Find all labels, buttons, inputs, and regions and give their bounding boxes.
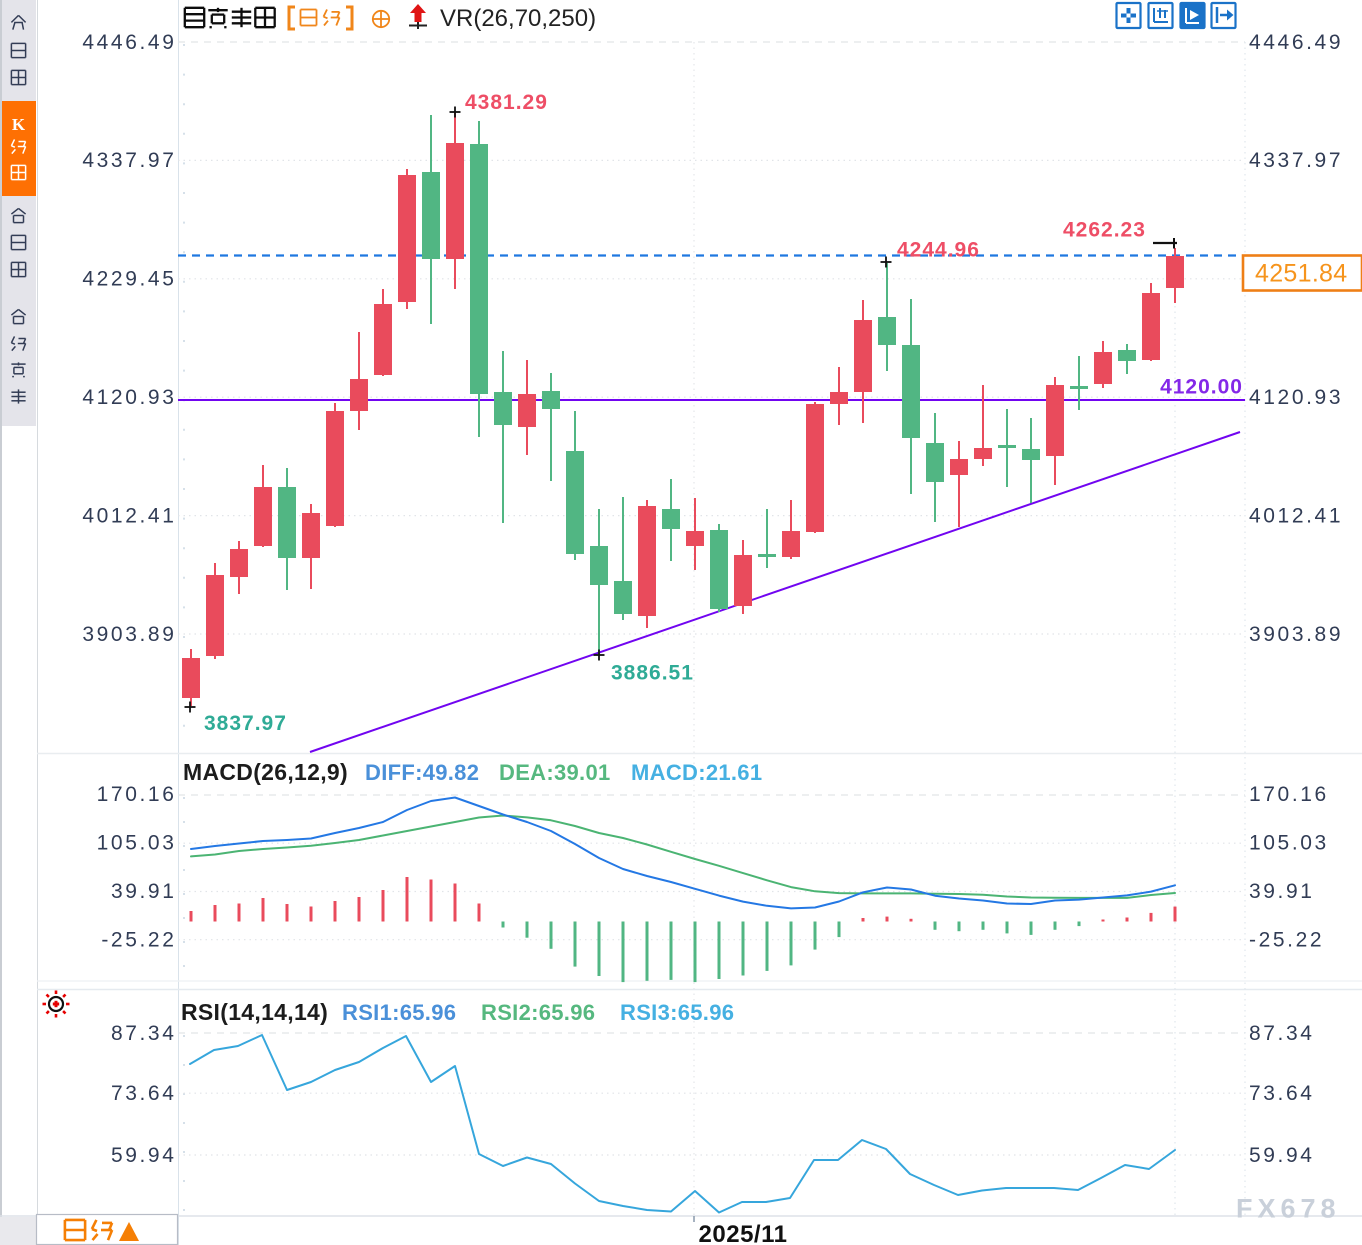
svg-text:87.34: 87.34 bbox=[1249, 1022, 1315, 1045]
svg-text:DIFF:49.82: DIFF:49.82 bbox=[365, 760, 479, 785]
svg-text:4120.93: 4120.93 bbox=[1249, 386, 1343, 409]
svg-text:105.03: 105.03 bbox=[1249, 832, 1329, 855]
svg-text:2025/11: 2025/11 bbox=[699, 1221, 788, 1245]
svg-text:4229.45: 4229.45 bbox=[82, 268, 176, 291]
svg-text:170.16: 170.16 bbox=[1249, 783, 1329, 806]
svg-text:4120.93: 4120.93 bbox=[82, 386, 176, 409]
svg-text:4120.00: 4120.00 bbox=[1160, 376, 1243, 399]
svg-text:4262.23: 4262.23 bbox=[1063, 219, 1146, 242]
svg-text:3886.51: 3886.51 bbox=[611, 662, 694, 685]
svg-text:3903.89: 3903.89 bbox=[82, 623, 176, 646]
svg-text:FX678: FX678 bbox=[1236, 1194, 1341, 1224]
svg-text:4337.97: 4337.97 bbox=[1249, 149, 1343, 172]
svg-text:VR(26,70,250): VR(26,70,250) bbox=[440, 5, 596, 32]
svg-text:4251.84: 4251.84 bbox=[1255, 260, 1347, 288]
svg-text:3837.97: 3837.97 bbox=[204, 712, 287, 735]
svg-text:K: K bbox=[12, 115, 26, 134]
svg-text:4012.41: 4012.41 bbox=[82, 505, 176, 528]
svg-text:MACD:21.61: MACD:21.61 bbox=[631, 760, 762, 785]
svg-text:59.94: 59.94 bbox=[1249, 1144, 1315, 1167]
svg-text:39.91: 39.91 bbox=[1249, 880, 1315, 903]
svg-text:39.91: 39.91 bbox=[111, 880, 177, 903]
svg-text:DEA:39.01: DEA:39.01 bbox=[499, 760, 611, 785]
svg-text:73.64: 73.64 bbox=[1249, 1082, 1315, 1105]
svg-text:3903.89: 3903.89 bbox=[1249, 623, 1343, 646]
svg-text:4381.29: 4381.29 bbox=[465, 91, 548, 114]
svg-text:73.64: 73.64 bbox=[111, 1082, 177, 1105]
svg-text:4244.96: 4244.96 bbox=[897, 239, 980, 262]
svg-text:4446.49: 4446.49 bbox=[1249, 31, 1343, 54]
svg-text:170.16: 170.16 bbox=[97, 783, 177, 806]
svg-text:105.03: 105.03 bbox=[97, 832, 177, 855]
svg-text:RSI3:65.96: RSI3:65.96 bbox=[620, 1000, 734, 1025]
svg-text:87.34: 87.34 bbox=[111, 1022, 177, 1045]
svg-text:4337.97: 4337.97 bbox=[82, 149, 176, 172]
svg-text:-25.22: -25.22 bbox=[1249, 929, 1324, 952]
svg-text:4446.49: 4446.49 bbox=[82, 31, 176, 54]
svg-text:-25.22: -25.22 bbox=[101, 929, 176, 952]
svg-text:59.94: 59.94 bbox=[111, 1144, 177, 1167]
svg-text:RSI2:65.96: RSI2:65.96 bbox=[481, 1000, 595, 1025]
svg-text:RSI1:65.96: RSI1:65.96 bbox=[342, 1000, 456, 1025]
svg-text:4012.41: 4012.41 bbox=[1249, 505, 1343, 528]
svg-text:MACD(26,12,9): MACD(26,12,9) bbox=[183, 759, 348, 785]
svg-text:RSI(14,14,14): RSI(14,14,14) bbox=[181, 999, 328, 1025]
